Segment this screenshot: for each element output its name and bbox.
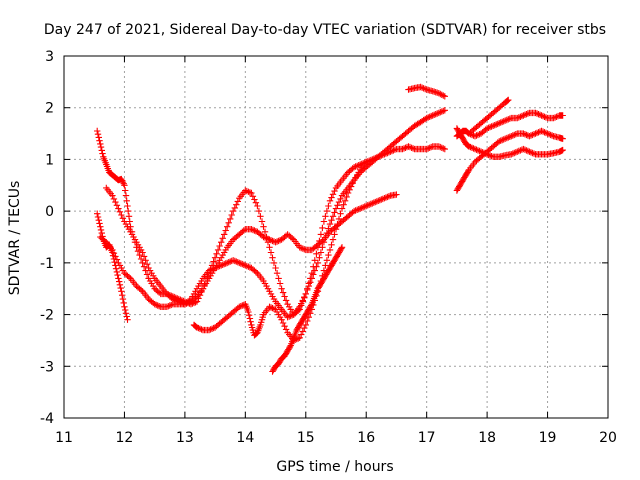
series-track-k: [465, 96, 512, 137]
x-tick-label: 19: [539, 430, 557, 446]
x-tick-labels: 11 12 13 14 15 16 17 18 19 20: [55, 430, 617, 446]
x-axis-label: GPS time / hours: [276, 459, 393, 475]
y-tick-label: 1: [45, 152, 54, 168]
y-tick-label: 3: [45, 49, 54, 65]
point-markers: [190, 158, 370, 344]
x-tick-label: 17: [418, 430, 436, 446]
point-markers: [405, 83, 448, 100]
x-tick-label: 11: [55, 430, 73, 446]
y-tick-label: -1: [40, 256, 54, 272]
point-markers: [453, 127, 566, 194]
y-axis-label: SDTVAR / TECUs: [7, 181, 23, 296]
x-tick-label: 15: [297, 430, 315, 446]
y-tick-label: -2: [40, 308, 54, 324]
x-tick-label: 12: [116, 430, 134, 446]
point-markers: [97, 107, 448, 321]
y-tick-label: 0: [45, 204, 54, 220]
y-tick-label: 2: [45, 101, 54, 117]
x-tick-label: 18: [478, 430, 496, 446]
point-markers: [453, 109, 566, 140]
point-markers: [269, 244, 346, 375]
x-tick-label: 20: [599, 430, 617, 446]
x-tick-label: 13: [176, 430, 194, 446]
x-tick-label: 16: [357, 430, 375, 446]
series-track-i: [453, 127, 566, 194]
point-markers: [465, 96, 512, 137]
y-tick-labels: -4 -3 -2 -1 0 1 2 3: [40, 49, 54, 427]
plot-frame: [63, 55, 609, 419]
series-track-g: [405, 83, 448, 100]
chart-title: Day 247 of 2021, Sidereal Day-to-day VTE…: [44, 22, 606, 38]
x-tick-label: 14: [236, 430, 254, 446]
series-track-d: [97, 107, 448, 321]
series-track-e: [190, 158, 370, 344]
y-tick-label: -4: [40, 411, 54, 427]
y-tick-label: -3: [40, 359, 54, 375]
series-track-f: [269, 244, 346, 375]
data-points: [94, 83, 566, 375]
series-track-j: [453, 109, 566, 140]
axis-ticks: [63, 55, 609, 419]
